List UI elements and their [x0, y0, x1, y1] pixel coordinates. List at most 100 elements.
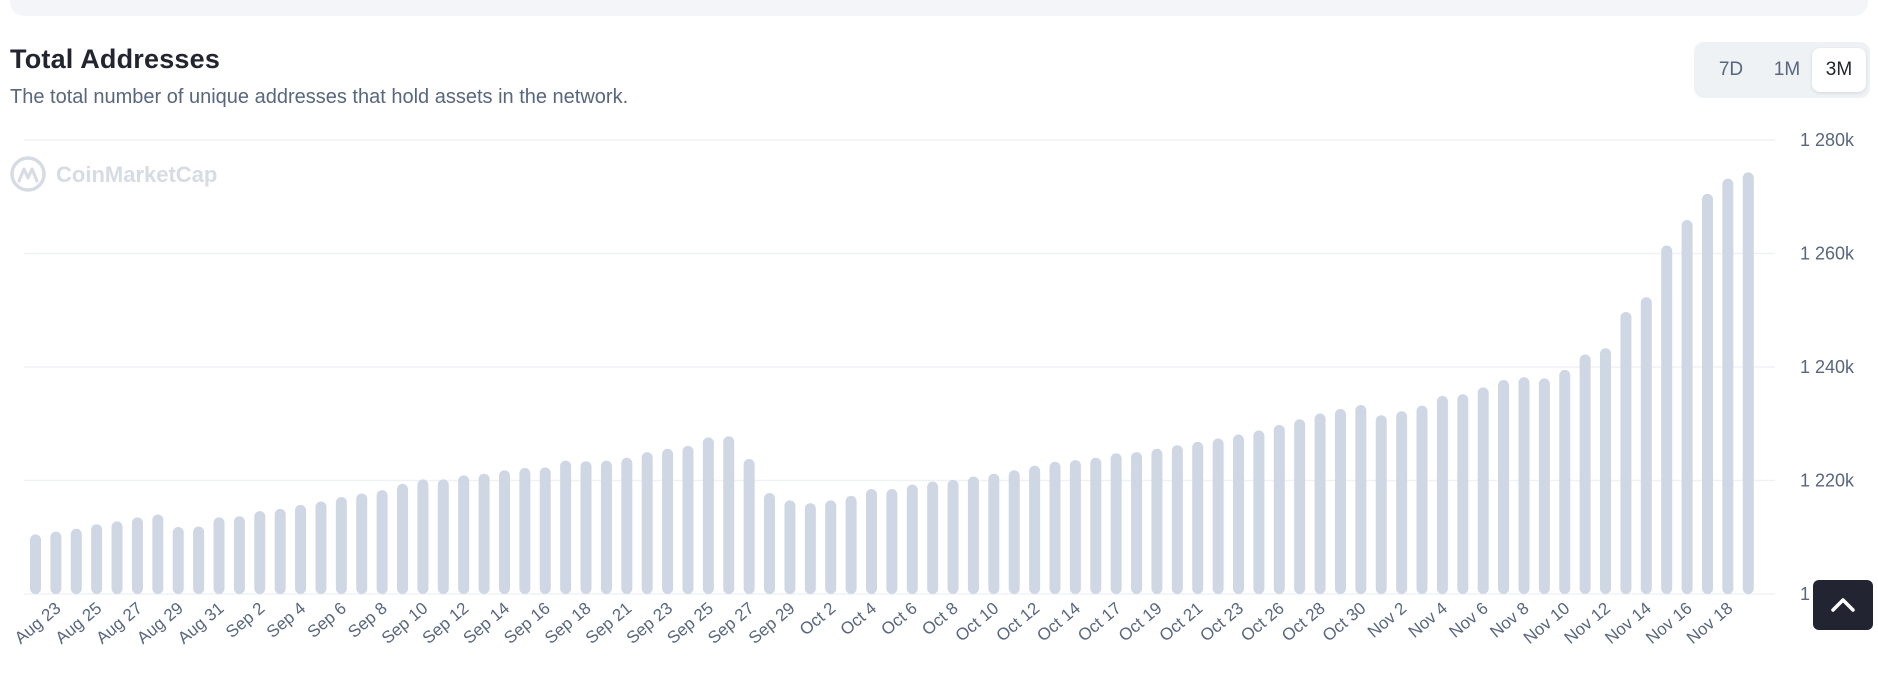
bar[interactable]: [315, 501, 327, 595]
bar[interactable]: [1416, 405, 1428, 594]
bar[interactable]: [1436, 395, 1448, 594]
bar[interactable]: [519, 468, 531, 594]
bar[interactable]: [1681, 220, 1693, 594]
bar[interactable]: [437, 479, 449, 594]
bar[interactable]: [1559, 369, 1571, 594]
bar[interactable]: [906, 484, 918, 594]
bar[interactable]: [1640, 297, 1652, 594]
bar[interactable]: [213, 517, 225, 594]
x-tick-label: Sep 29: [745, 599, 798, 648]
bar[interactable]: [193, 526, 205, 594]
bar[interactable]: [1396, 411, 1408, 594]
bar[interactable]: [1579, 354, 1591, 594]
bar[interactable]: [743, 458, 755, 594]
bar[interactable]: [1538, 378, 1550, 594]
bar[interactable]: [825, 500, 837, 594]
bar[interactable]: [376, 490, 388, 594]
bar[interactable]: [356, 493, 368, 594]
bar[interactable]: [662, 448, 674, 594]
scroll-to-top-button[interactable]: [1813, 580, 1873, 630]
bar[interactable]: [702, 437, 714, 594]
range-7d-button[interactable]: 7D: [1704, 48, 1758, 92]
range-selector: 7D 1M 3M: [1694, 42, 1870, 98]
bar[interactable]: [254, 511, 266, 594]
bar[interactable]: [682, 445, 694, 594]
bar[interactable]: [1049, 461, 1061, 594]
bar[interactable]: [1742, 172, 1754, 594]
bar[interactable]: [91, 524, 103, 594]
bar[interactable]: [539, 467, 551, 594]
bar[interactable]: [580, 461, 592, 594]
bar[interactable]: [723, 436, 735, 594]
bar[interactable]: [1029, 465, 1041, 594]
bar[interactable]: [641, 452, 653, 595]
bar[interactable]: [600, 460, 612, 594]
bar[interactable]: [947, 479, 959, 594]
bar[interactable]: [1518, 377, 1530, 594]
x-tick-label: Sep 10: [378, 599, 431, 648]
bar[interactable]: [233, 516, 245, 594]
bar[interactable]: [417, 479, 429, 594]
bar[interactable]: [498, 470, 510, 594]
bar[interactable]: [1701, 193, 1713, 594]
bar[interactable]: [560, 460, 572, 594]
bar[interactable]: [1233, 434, 1245, 594]
bar[interactable]: [1375, 415, 1387, 594]
bar[interactable]: [865, 489, 877, 594]
bar[interactable]: [1722, 178, 1734, 594]
bar[interactable]: [1620, 311, 1632, 594]
bar[interactable]: [845, 495, 857, 594]
bar[interactable]: [886, 489, 898, 594]
range-3m-button[interactable]: 3M: [1812, 48, 1866, 92]
bar[interactable]: [1600, 348, 1612, 594]
bar[interactable]: [1090, 457, 1102, 594]
bar[interactable]: [1294, 419, 1306, 594]
bar[interactable]: [111, 521, 123, 594]
bar[interactable]: [1661, 245, 1673, 595]
range-1m-button[interactable]: 1M: [1760, 48, 1814, 92]
coinmarketcap-logo-icon: [10, 156, 46, 192]
bar[interactable]: [967, 476, 979, 594]
bar[interactable]: [50, 531, 62, 594]
bar[interactable]: [1069, 460, 1081, 594]
bar[interactable]: [70, 528, 82, 594]
bar[interactable]: [295, 504, 307, 594]
bar[interactable]: [1477, 387, 1489, 594]
bar[interactable]: [1334, 409, 1346, 594]
bar[interactable]: [397, 483, 409, 594]
bar[interactable]: [764, 492, 776, 594]
bar[interactable]: [1008, 470, 1020, 594]
bar[interactable]: [458, 475, 470, 594]
bar[interactable]: [1355, 405, 1367, 594]
bar[interactable]: [1192, 441, 1204, 594]
bar[interactable]: [621, 457, 633, 594]
bar[interactable]: [274, 508, 286, 595]
bar[interactable]: [172, 527, 184, 594]
bar[interactable]: [478, 473, 490, 594]
x-tick-label: Oct 4: [837, 599, 880, 640]
bar[interactable]: [784, 500, 796, 594]
x-tick-label: Aug 23: [11, 599, 64, 648]
bar[interactable]: [1171, 445, 1183, 594]
bar[interactable]: [1273, 424, 1285, 594]
grid-lines: [24, 139, 1775, 595]
bar[interactable]: [152, 514, 164, 594]
bar[interactable]: [1253, 430, 1265, 594]
bar[interactable]: [335, 496, 347, 594]
bar[interactable]: [804, 503, 816, 594]
bar[interactable]: [988, 473, 1000, 594]
bar[interactable]: [1314, 413, 1326, 594]
bar[interactable]: [131, 517, 143, 594]
x-tick-label: Nov 2: [1364, 599, 1410, 642]
x-tick-label: Aug 31: [174, 599, 227, 648]
bar[interactable]: [30, 534, 41, 594]
bar[interactable]: [1457, 394, 1469, 594]
bar[interactable]: [1151, 448, 1163, 594]
bar[interactable]: [1498, 380, 1510, 594]
bar[interactable]: [1131, 452, 1143, 595]
x-tick-label: Aug 29: [133, 599, 186, 648]
bar[interactable]: [1110, 453, 1122, 594]
bar[interactable]: [927, 481, 939, 594]
bar[interactable]: [1212, 438, 1224, 595]
